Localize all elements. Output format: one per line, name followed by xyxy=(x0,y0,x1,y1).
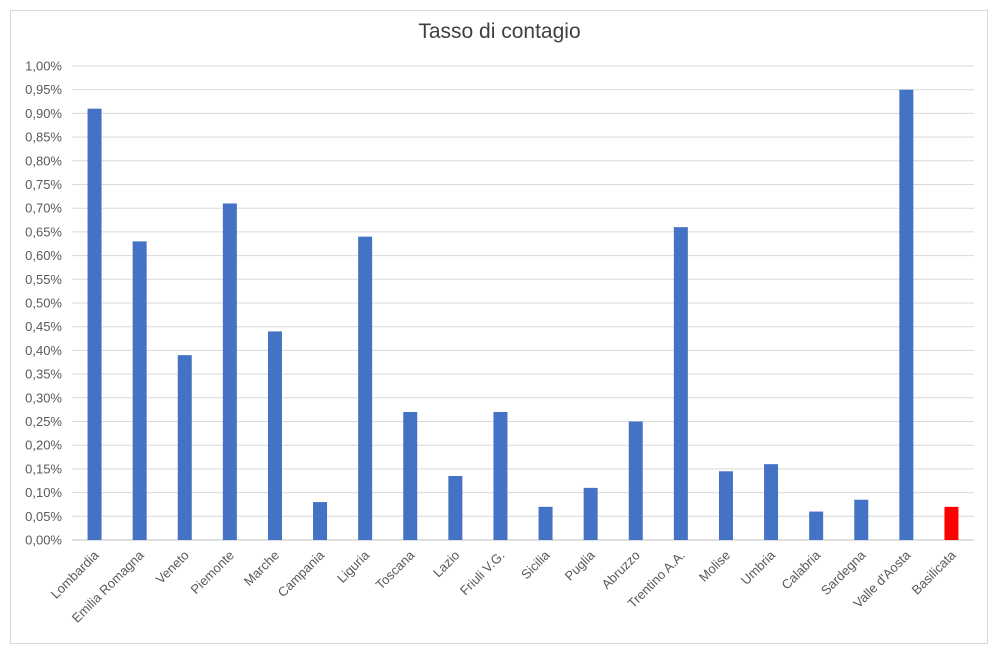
y-tick-label: 0,30% xyxy=(25,390,62,405)
bar-lombardia xyxy=(87,108,102,540)
x-tick-label: Abruzzo xyxy=(599,548,643,592)
x-tick-label: Sicilia xyxy=(518,547,553,582)
y-tick-label: 0,15% xyxy=(25,461,62,476)
y-tick-label: 0,20% xyxy=(25,438,62,453)
bar-lazio xyxy=(448,476,463,540)
y-axis-ticks: 0,00% 0,05% 0,10% 0,15% 0,20% 0,25% 0,30% 0,35%… xyxy=(25,59,62,548)
bar-abruzzo xyxy=(628,421,643,540)
x-tick-label: Piemonte xyxy=(188,548,237,597)
bar-toscana xyxy=(403,412,418,540)
bar-molise xyxy=(718,471,733,540)
bar-basilicata xyxy=(944,506,959,540)
bar-veneto xyxy=(177,355,192,540)
x-tick-label: Toscana xyxy=(373,547,418,592)
bar-valle-d-aosta xyxy=(899,89,914,540)
bar-campania xyxy=(313,502,328,540)
bar-umbria xyxy=(764,464,779,540)
y-tick-label: 0,85% xyxy=(25,130,62,145)
x-tick-label: Basilicata xyxy=(909,547,959,597)
y-tick-label: 0,25% xyxy=(25,414,62,429)
x-tick-label: Lazio xyxy=(430,548,463,581)
y-tick-label: 0,90% xyxy=(25,106,62,121)
y-tick-label: 0,50% xyxy=(25,296,62,311)
y-tick-label: 0,35% xyxy=(25,367,62,382)
y-tick-label: 0,75% xyxy=(25,177,62,192)
bar-liguria xyxy=(358,236,373,540)
y-tick-label: 0,55% xyxy=(25,272,62,287)
bar-piemonte xyxy=(222,203,237,540)
gridlines xyxy=(72,65,974,541)
x-tick-label: Liguria xyxy=(334,547,373,586)
y-tick-label: 0,95% xyxy=(25,82,62,97)
x-tick-label: Umbria xyxy=(738,547,779,588)
bars xyxy=(87,89,959,540)
x-tick-label: Calabria xyxy=(778,547,823,592)
bar-sicilia xyxy=(538,506,553,540)
y-tick-label: 0,40% xyxy=(25,343,62,358)
y-tick-label: 0,60% xyxy=(25,248,62,263)
y-tick-label: 0,10% xyxy=(25,485,62,500)
y-tick-label: 0,45% xyxy=(25,319,62,334)
chart-title: Tasso di contagio xyxy=(418,20,581,43)
y-tick-label: 0,65% xyxy=(25,224,62,239)
x-tick-label: Friuli V.G. xyxy=(457,548,508,599)
x-tick-label: Veneto xyxy=(153,548,192,587)
bar-friuli-v-g- xyxy=(493,412,508,540)
y-tick-label: 0,70% xyxy=(25,201,62,216)
y-tick-label: 0,05% xyxy=(25,509,62,524)
x-tick-label: Molise xyxy=(696,548,733,585)
x-tick-label: Puglia xyxy=(562,547,599,584)
x-tick-label: Campania xyxy=(275,547,328,600)
bar-marche xyxy=(267,331,282,540)
bar-emilia-romagna xyxy=(132,241,147,540)
y-tick-label: 0,80% xyxy=(25,153,62,168)
x-tick-label: Marche xyxy=(241,548,282,589)
bar-puglia xyxy=(583,487,598,540)
y-tick-label: 0,00% xyxy=(25,533,62,548)
bar-calabria xyxy=(809,511,824,540)
y-tick-label: 1,00% xyxy=(25,59,62,74)
bar-sardegna xyxy=(854,499,869,540)
bar-trentino-a-a- xyxy=(673,227,688,540)
